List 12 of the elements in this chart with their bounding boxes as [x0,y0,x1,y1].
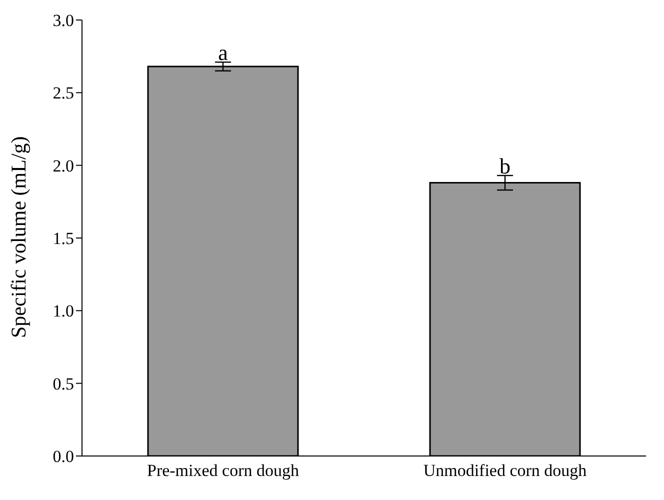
x-tick-label: Pre-mixed corn dough [146,461,300,480]
y-tick-label: 3.0 [52,11,74,30]
y-tick-label: 0.0 [52,447,74,466]
y-tick-label: 2.5 [52,84,74,103]
y-tick-label: 1.0 [52,302,74,321]
annotation: b [500,154,510,179]
y-axis-title: Specific volume (mL/g) [6,136,30,338]
x-tick-label: Unmodified corn dough [423,461,588,480]
y-tick-label: 2.0 [52,156,74,176]
annotation: a [218,40,228,66]
y-tick-label: 1.5 [52,229,74,248]
y-tick-label: 0.5 [52,374,74,394]
